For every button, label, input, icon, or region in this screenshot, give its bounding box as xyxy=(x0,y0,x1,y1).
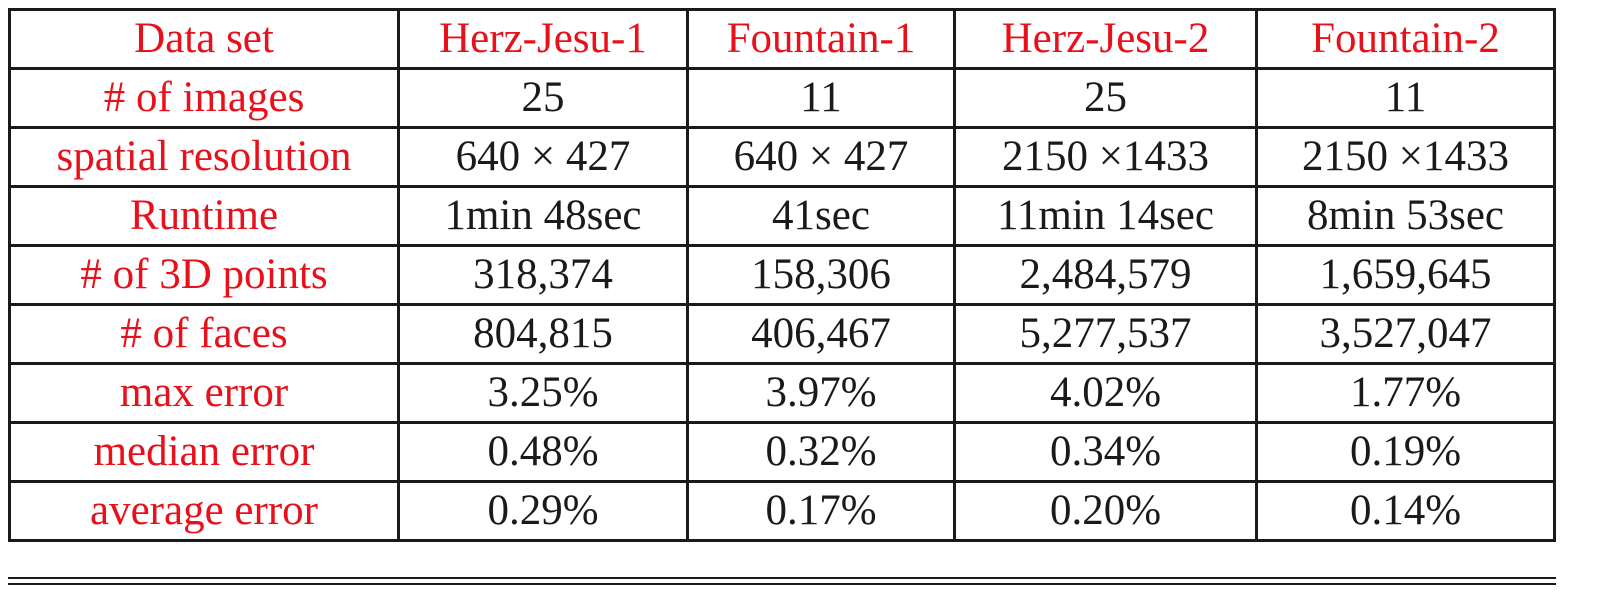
header-cell: Data set xyxy=(8,8,400,70)
table-cell: 11 xyxy=(686,67,956,129)
table-row: Runtime 1min 48sec 41sec 11min 14sec 8min 53… xyxy=(8,185,1556,247)
table-row: median error 0.48% 0.32% 0.34% 0.19% xyxy=(8,421,1556,483)
bottom-rule xyxy=(8,583,1556,585)
table-cell: 11min 14sec xyxy=(953,185,1258,247)
table-cell: 3.97% xyxy=(686,362,956,424)
row-label: average error xyxy=(8,480,400,542)
table-cell: 1.77% xyxy=(1255,362,1556,424)
table-cell: 1min 48sec xyxy=(397,185,689,247)
table-cell: 1,659,645 xyxy=(1255,244,1556,306)
row-label: # of 3D points xyxy=(8,244,400,306)
table-cell: 406,467 xyxy=(686,303,956,365)
table-cell: 3,527,047 xyxy=(1255,303,1556,365)
table-cell: 2,484,579 xyxy=(953,244,1258,306)
header-cell: Fountain-2 xyxy=(1255,8,1556,70)
table-body: Data set Herz-Jesu-1 Fountain-1 Herz-Jesu-2… xyxy=(8,8,1556,542)
table-cell: 804,815 xyxy=(397,303,689,365)
header-row: Data set Herz-Jesu-1 Fountain-1 Herz-Jesu-2… xyxy=(8,8,1556,70)
row-label: spatial resolution xyxy=(8,126,400,188)
table-cell: 0.32% xyxy=(686,421,956,483)
table-cell: 2150 ×1433 xyxy=(953,126,1258,188)
header-cell: Herz-Jesu-2 xyxy=(953,8,1258,70)
table-cell: 0.14% xyxy=(1255,480,1556,542)
table-cell: 25 xyxy=(953,67,1258,129)
row-label: max error xyxy=(8,362,400,424)
header-cell: Herz-Jesu-1 xyxy=(397,8,689,70)
row-label: # of images xyxy=(8,67,400,129)
table-row: average error 0.29% 0.17% 0.20% 0.14% xyxy=(8,480,1556,542)
table-cell: 640 × 427 xyxy=(686,126,956,188)
table-cell: 0.34% xyxy=(953,421,1258,483)
row-label: # of faces xyxy=(8,303,400,365)
table-row: spatial resolution 640 × 427 640 × 427 2150… xyxy=(8,126,1556,188)
bottom-rule xyxy=(8,577,1556,579)
row-label: median error xyxy=(8,421,400,483)
row-label: Runtime xyxy=(8,185,400,247)
table-cell: 158,306 xyxy=(686,244,956,306)
table-cell: 11 xyxy=(1255,67,1556,129)
table-row: # of 3D points 318,374 158,306 2,484,579 1,6… xyxy=(8,244,1556,306)
table-cell: 5,277,537 xyxy=(953,303,1258,365)
table-row: # of images 25 11 25 11 xyxy=(8,67,1556,129)
table-cell: 0.29% xyxy=(397,480,689,542)
table-row: max error 3.25% 3.97% 4.02% 1.77% xyxy=(8,362,1556,424)
table-cell: 25 xyxy=(397,67,689,129)
table-cell: 0.17% xyxy=(686,480,956,542)
results-table: Data set Herz-Jesu-1 Fountain-1 Herz-Jesu-2… xyxy=(8,8,1556,542)
table-cell: 4.02% xyxy=(953,362,1258,424)
table-row: # of faces 804,815 406,467 5,277,537 3,527,0… xyxy=(8,303,1556,365)
table-cell: 0.48% xyxy=(397,421,689,483)
table-cell: 8min 53sec xyxy=(1255,185,1556,247)
table-cell: 0.20% xyxy=(953,480,1258,542)
table-cell: 41sec xyxy=(686,185,956,247)
table-cell: 2150 ×1433 xyxy=(1255,126,1556,188)
table-cell: 3.25% xyxy=(397,362,689,424)
table-cell: 0.19% xyxy=(1255,421,1556,483)
table-cell: 318,374 xyxy=(397,244,689,306)
table-cell: 640 × 427 xyxy=(397,126,689,188)
header-cell: Fountain-1 xyxy=(686,8,956,70)
